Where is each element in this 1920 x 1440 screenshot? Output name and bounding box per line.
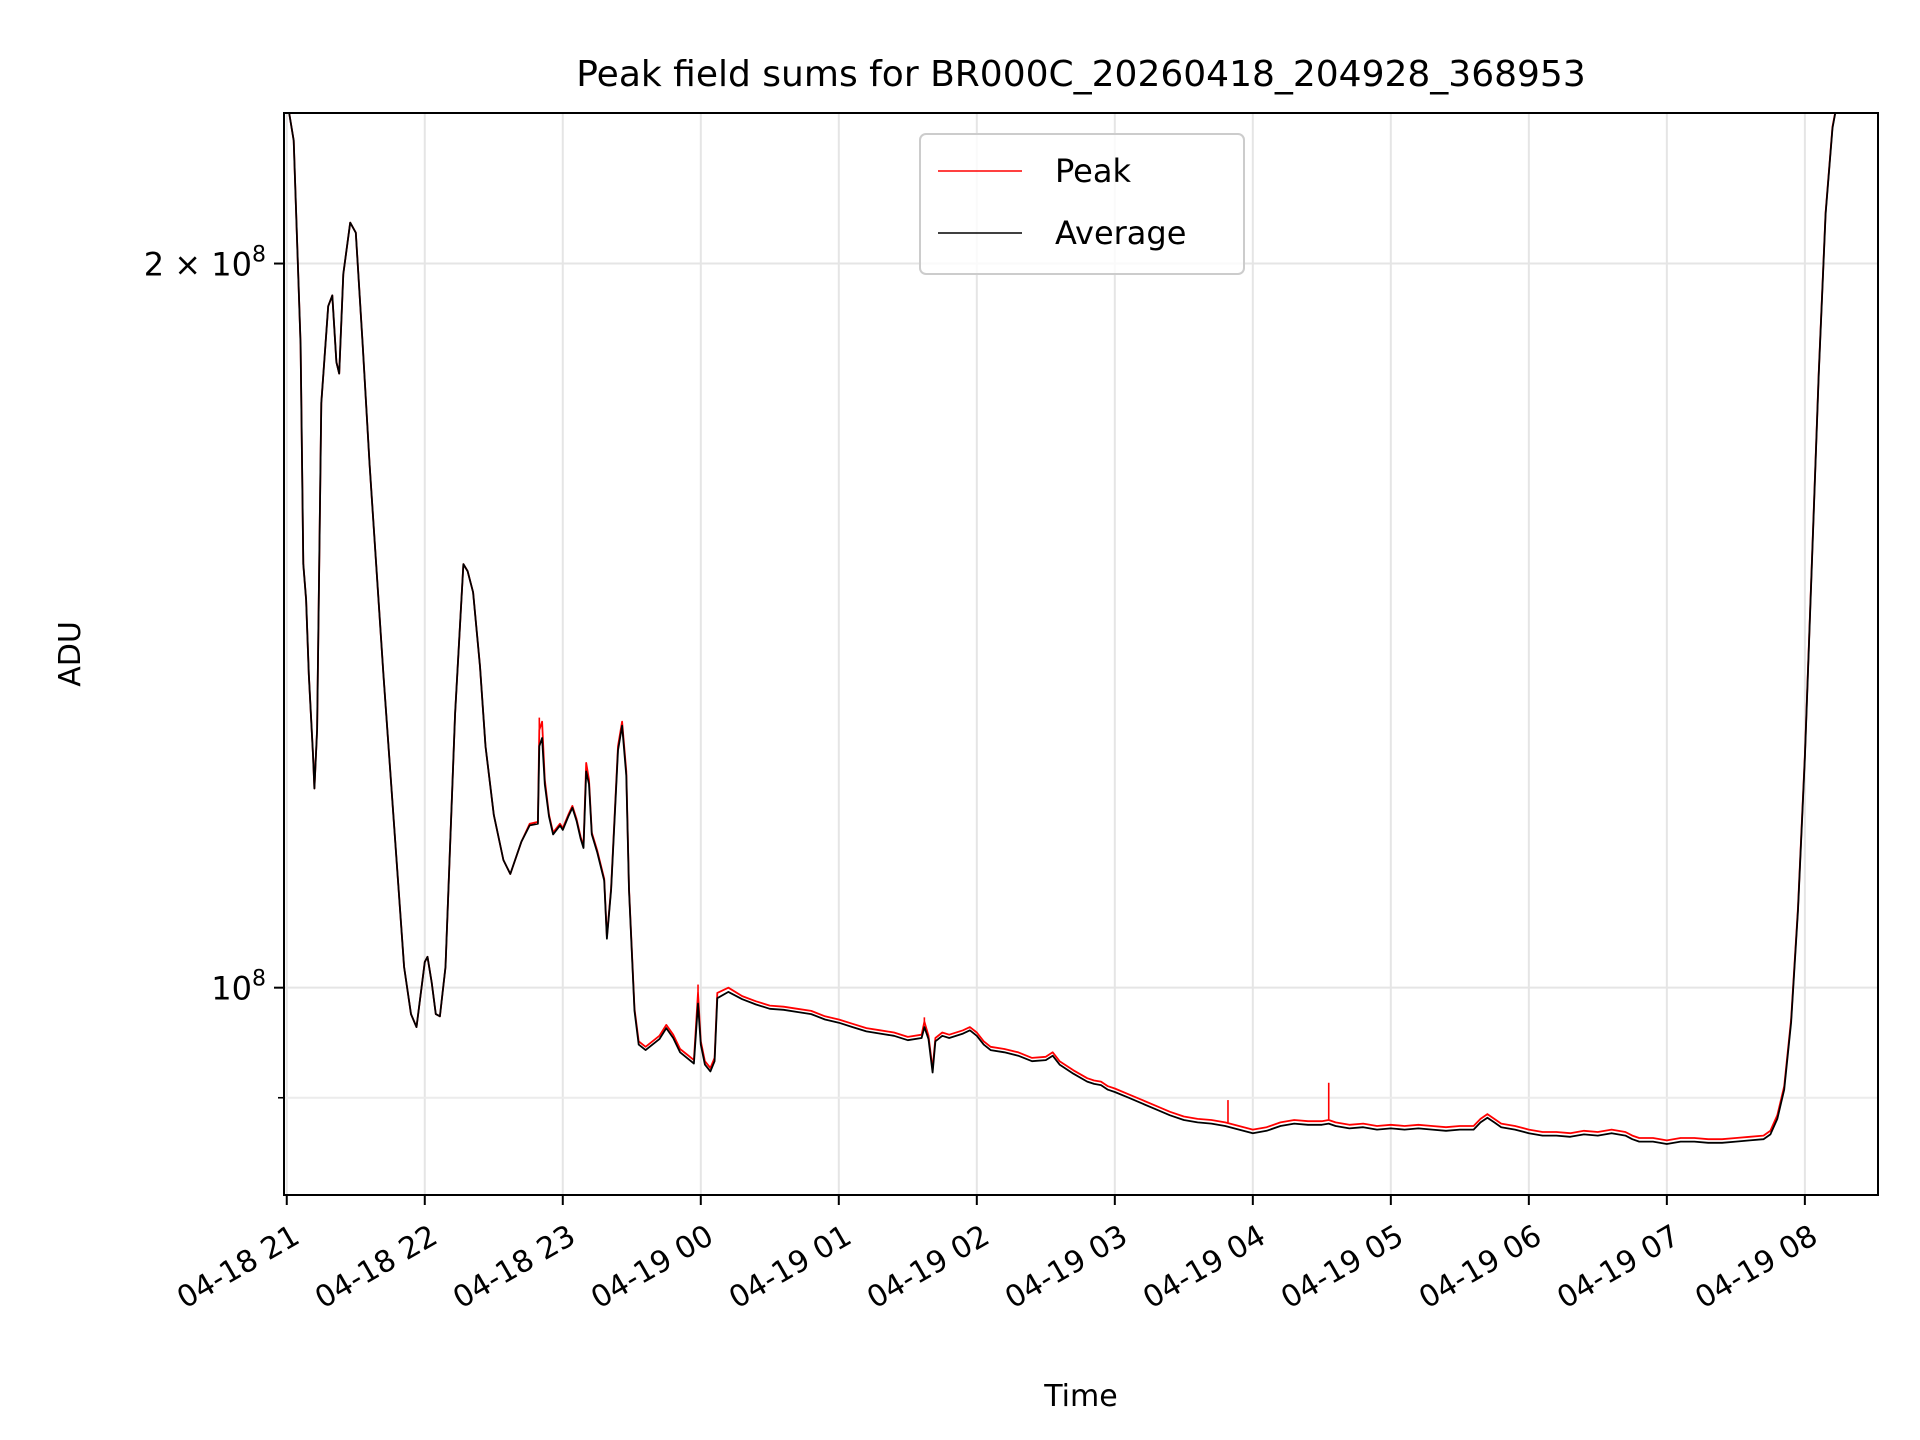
x-axis-label: Time bbox=[1043, 1379, 1117, 1414]
legend: Peak Average bbox=[919, 133, 1245, 275]
y-tick-label: 108 bbox=[211, 967, 266, 1008]
y-axis-label: ADU bbox=[53, 621, 88, 687]
legend-average-label: Average bbox=[1055, 214, 1186, 252]
plot-frame bbox=[283, 112, 1879, 1196]
series-line-average bbox=[288, 113, 1837, 1145]
series-layer bbox=[288, 113, 1837, 1145]
legend-peak-label: Peak bbox=[1055, 152, 1131, 190]
chart-title: Peak field sums for BR000C_20260418_2049… bbox=[576, 54, 1585, 95]
y-axis-ticks: 108 2 × 108 bbox=[144, 243, 284, 1099]
y-tick-label: 2 × 108 bbox=[144, 243, 266, 284]
legend-box bbox=[919, 133, 1245, 275]
